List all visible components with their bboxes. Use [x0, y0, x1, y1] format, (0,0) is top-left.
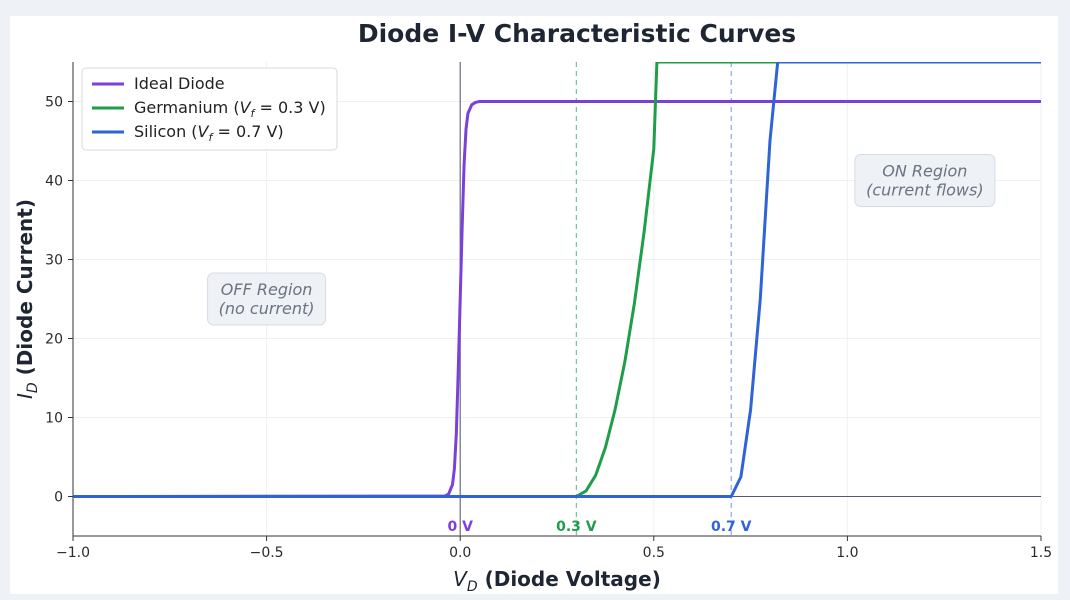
legend-label-0: Ideal Diode: [134, 74, 225, 93]
chart-title: Diode I-V Characteristic Curves: [358, 19, 796, 48]
y-tick-label: 20: [45, 332, 63, 348]
vline-label-2: 0.7 V: [711, 519, 752, 535]
x-axis-title: VD (Diode Voltage): [453, 567, 661, 594]
x-tick-label: 0.5: [643, 545, 665, 561]
x-tick-label: 1.5: [1030, 545, 1052, 561]
x-tick-label: 0.0: [449, 545, 471, 561]
legend-label-1: Germanium (Vf = 0.3 V): [134, 98, 326, 120]
series-group: [73, 62, 1041, 498]
y-tick-label: 30: [45, 253, 63, 269]
series-line-0: [73, 100, 1041, 498]
region-box-0: [207, 272, 327, 326]
vline-label-1: 0.3 V: [556, 519, 597, 535]
y-tick-label: 10: [45, 411, 63, 427]
series-line-1: [73, 62, 1041, 498]
y-tick-label: 0: [54, 490, 63, 506]
legend-label-2: Silicon (Vf = 0.7 V): [134, 122, 284, 144]
region-label-1-0: ON Region: [882, 162, 967, 181]
chart-svg: −1.0 −0.5 0.0 0.5 1.0 1.5 0 10 20 30 40 50 0 V 0.3 V 0…: [13, 19, 1052, 594]
y-tick-label: 50: [45, 95, 63, 111]
x-tick-label: 1.0: [836, 545, 858, 561]
x-tick-label: −0.5: [250, 545, 284, 561]
region-label-1-1: (current flows): [866, 181, 983, 200]
figure: −1.0 −0.5 0.0 0.5 1.0 1.5 0 10 20 30 40 50 0 V 0.3 V 0…: [10, 16, 1058, 594]
region-label-0-0: OFF Region: [221, 280, 313, 299]
legend-box: [81, 67, 338, 151]
region-box-1: [854, 154, 996, 207]
vline-label-0: 0 V: [447, 519, 473, 535]
y-axis-title: ID (Diode Current): [13, 199, 41, 399]
y-tick-label: 40: [45, 174, 63, 190]
x-tick-label: −1.0: [56, 545, 90, 561]
region-label-0-1: (no current): [219, 299, 315, 318]
series-line-2: [73, 62, 1041, 498]
